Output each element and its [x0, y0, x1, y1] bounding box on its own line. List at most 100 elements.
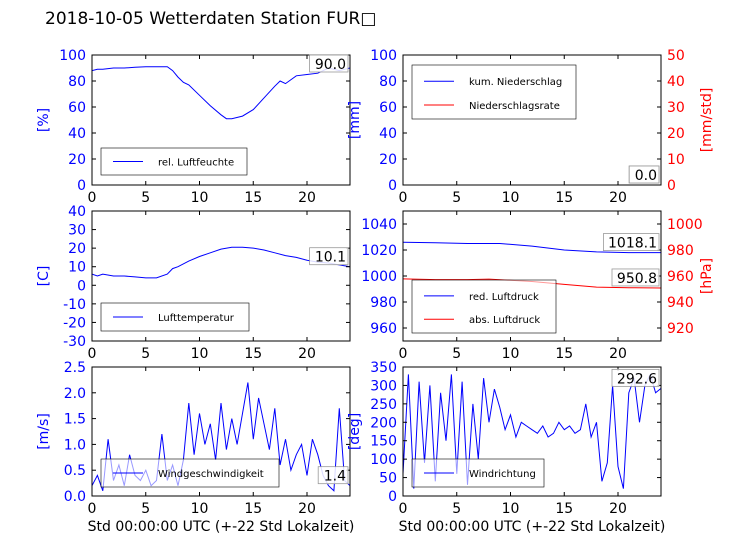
panel-windspeed: 0 5 10 15 20 0.0 0.5 1.0 1.5 2.0 2.5 [m/s] Std 00:00… [36, 360, 354, 535]
y-tick-label: 80 [379, 74, 397, 90]
y-tick-label: 960 [370, 321, 397, 337]
value-readout-2-box [628, 165, 660, 184]
value-readout: 10.1 [315, 250, 346, 266]
panel-temperature: 0 5 10 15 20 -30 -20 -10 0 10 20 30 40 [C] 10.1 Lufttem… [36, 204, 351, 362]
y2-tick-label: 0 [667, 178, 676, 194]
x-tick-label: 5 [452, 501, 461, 517]
legend-label: kum. Niederschlag [469, 77, 562, 88]
y-tick-label: 200 [370, 415, 397, 431]
legend-label: Windrichtung [469, 469, 536, 480]
legend: red. Luftdruck abs. Luftdruck [411, 279, 557, 334]
x-tick-label: 10 [502, 501, 520, 517]
value-readout: 90.0 [315, 57, 346, 73]
x-tick-label: 20 [298, 346, 316, 362]
value-readout-2-box [611, 268, 660, 287]
legend: Windgeschwindigkeit [100, 458, 280, 488]
legend: rel. Luftfeuchte [100, 147, 248, 176]
x-tick-label: 10 [502, 190, 520, 206]
axes-frame [91, 54, 351, 186]
value-readout-box [603, 233, 660, 252]
y-tick-label: 1040 [361, 217, 397, 233]
legend-box [411, 64, 577, 120]
x-tick-label: 15 [555, 501, 573, 517]
y-tick-label: 1.5 [64, 412, 86, 428]
y-tick-label: 80 [68, 74, 86, 90]
y-tick-label: 250 [370, 397, 397, 413]
x-tick-label: 20 [609, 190, 627, 206]
y-tick-label: 350 [370, 360, 397, 376]
y-tick-label: 40 [68, 204, 86, 220]
y-tick-label: 1020 [361, 243, 397, 259]
y-tick-label: 0 [388, 178, 397, 194]
x-tick-label: 15 [244, 190, 262, 206]
x-tick-label: 15 [555, 190, 573, 206]
y2-axis-label: [mm/std] [699, 88, 715, 153]
y-tick-label: 20 [68, 152, 86, 168]
y-tick-label: 30 [68, 223, 86, 239]
axes-frame [402, 54, 662, 186]
y-tick-label: 60 [68, 100, 86, 116]
panel-pressure: 0 5 10 15 20 960 980 1000 1020 1040 920 940 960 980 10… [361, 210, 715, 362]
x-tick-label: 10 [191, 346, 209, 362]
series-line-humidity-0 [92, 66, 350, 120]
y-tick-label: 100 [370, 48, 397, 64]
axes-frame [402, 366, 662, 497]
y-tick-label: 100 [370, 452, 397, 468]
panel-precipitation: 0 5 10 15 20 0 20 40 60 80 100 [mm] 0 10 20 30 40 50 [mm/s… [347, 48, 715, 206]
y-tick-label: 0 [77, 278, 86, 294]
x-tick-label: 20 [298, 190, 316, 206]
series-line-pressure-0 [403, 241, 661, 254]
legend-label: Niederschlagsrate [469, 101, 560, 112]
value-readout: 292.6 [617, 371, 657, 387]
y2-tick-label: 50 [667, 48, 685, 64]
y-tick-label: 300 [370, 378, 397, 394]
x-tick-label: 5 [452, 346, 461, 362]
x-tick-label: 0 [88, 190, 97, 206]
y-axis-label: [%] [36, 108, 52, 132]
y-tick-label: 60 [379, 100, 397, 116]
y-axis-label: [m/s] [36, 413, 52, 450]
panel-humidity: 0 5 10 15 20 0 20 40 60 80 100 [%] 90.0 rel. Luftfeuc… [36, 48, 351, 206]
y-tick-label: 2.5 [64, 360, 86, 376]
x-tick-label: 0 [399, 346, 408, 362]
y-tick-label: 2.0 [64, 386, 86, 402]
figure-title: 2018-10-05 Wetterdaten Station FUR□ [45, 9, 377, 29]
y2-tick-label: 1000 [667, 217, 703, 233]
x-tick-label: 5 [141, 190, 150, 206]
legend-label: rel. Luftfeuchte [158, 158, 234, 169]
y-tick-label: 0 [388, 489, 397, 505]
value-readout-box [317, 466, 349, 485]
y-tick-label: 50 [379, 471, 397, 487]
x-tick-label: 0 [399, 501, 408, 517]
value-readout-box [309, 247, 349, 266]
x-tick-label: 10 [191, 501, 209, 517]
y-tick-label: 40 [379, 126, 397, 142]
axes-frame [91, 210, 351, 342]
series-line-winddirection-0 [403, 373, 661, 489]
x-tick-label: 20 [298, 501, 316, 517]
y2-tick-label: 920 [667, 321, 694, 337]
legend-label: abs. Luftdruck [469, 315, 540, 326]
value-readout: 1.4 [324, 469, 346, 485]
legend-label: Lufttemperatur [158, 313, 235, 324]
x-tick-label: 20 [609, 346, 627, 362]
y-tick-label: 100 [59, 48, 86, 64]
x-tick-label: 15 [244, 501, 262, 517]
legend: Windrichtung [411, 458, 545, 488]
y2-tick-label: 10 [667, 152, 685, 168]
x-tick-label: 15 [244, 346, 262, 362]
y-tick-label: 40 [68, 126, 86, 142]
value-readout: 1018.1 [608, 236, 657, 252]
y-axis-label: [mm] [347, 101, 363, 139]
y-tick-label: 20 [68, 241, 86, 257]
legend-label: red. Luftdruck [469, 292, 539, 303]
y2-tick-label: 40 [667, 74, 685, 90]
y-tick-label: 1.0 [64, 437, 86, 453]
x-tick-label: 0 [88, 346, 97, 362]
x-tick-label: 15 [555, 346, 573, 362]
y-tick-label: -10 [63, 297, 86, 313]
x-tick-label: 0 [88, 501, 97, 517]
value-readout-2: 950.8 [617, 271, 657, 287]
value-readout-box [309, 54, 349, 73]
